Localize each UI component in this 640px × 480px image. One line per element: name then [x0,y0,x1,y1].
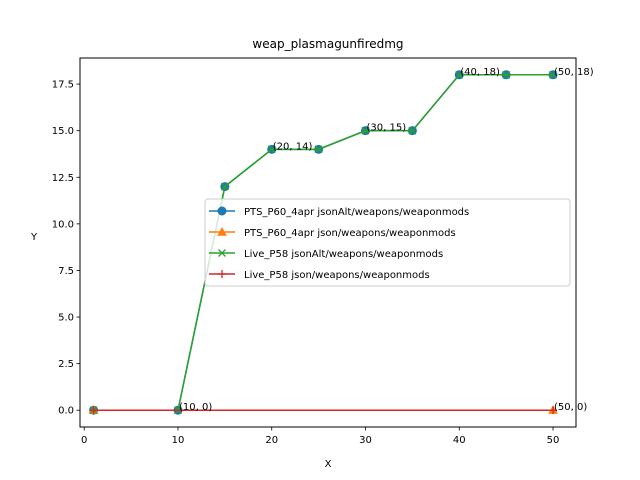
legend-swatch-marker [217,226,227,236]
series-3 [89,70,557,415]
y-tick-label: 12.5 [52,173,74,184]
data-point [549,70,557,79]
legend-item: Live_P58 json/weapons/weaponmods [209,270,430,281]
legend-swatch-marker [218,270,226,278]
x-tick-label: 0 [81,435,87,446]
series-layer [88,70,558,415]
y-axis: 0.0 2.5 5.0 7.5 10.0 12.5 15.0 17.5 [52,80,80,417]
data-point [455,70,464,79]
y-tick-label: 15.0 [52,126,74,137]
x-axis: 0 10 20 30 40 50 [81,427,559,446]
legend-item: PTS_P60_4apr jsonAlt/weapons/weaponmods [209,206,469,218]
x-tick-label: 50 [547,435,560,446]
chart-title: weap_plasmagunfiredmg [252,37,403,51]
y-tick-label: 10.0 [52,219,74,230]
point-annotation: (40, 18) [460,67,500,78]
x-tick-label: 20 [265,435,278,446]
data-point [220,182,229,191]
y-tick-label: 7.5 [58,266,74,277]
plot-area-frame [79,57,577,428]
x-tick-label: 40 [453,435,466,446]
data-point [89,406,98,415]
data-point [314,145,323,154]
legend-label: Live_P58 jsonAlt/weapons/weaponmods [244,249,443,260]
point-annotation: (30, 15) [367,123,407,134]
data-point [502,70,511,79]
y-tick-label: 2.5 [58,359,74,370]
legend-box [204,198,571,287]
x-tick-label: 10 [172,435,185,446]
legend-item: Live_P58 jsonAlt/weapons/weaponmods [209,249,443,260]
point-annotation: (20, 14) [273,141,313,152]
x-axis-label: X [325,459,332,470]
legend-swatch-marker [218,249,226,257]
data-point [361,126,370,135]
legend-label: Live_P58 json/weapons/weaponmods [244,270,430,281]
point-annotation: (50, 0) [554,402,587,413]
data-point [408,126,417,135]
series-line [93,74,554,411]
data-point [267,145,276,154]
legend-label: PTS_P60_4apr jsonAlt/weapons/weaponmods [244,207,469,218]
y-tick-label: 0.0 [58,406,74,417]
legend: PTS_P60_4apr jsonAlt/weapons/weaponmods P… [204,198,571,287]
y-tick-label: 5.0 [58,313,74,324]
legend-item: PTS_P60_4apr json/weapons/weaponmods [209,226,456,239]
annotation-layer: (10, 0) (20, 14) (30, 15) (40, 18) (50, 18) (… [179,67,594,413]
y-axis-label: Y [30,232,38,243]
series-4 [89,406,558,415]
x-tick-label: 30 [359,435,372,446]
data-point [549,406,558,415]
point-annotation: (10, 0) [179,402,212,413]
y-tick-label: 17.5 [52,80,74,91]
legend-swatch-marker [217,206,227,216]
point-annotation: (50, 18) [554,67,594,78]
legend-label: PTS_P60_4apr json/weapons/weaponmods [244,228,456,239]
